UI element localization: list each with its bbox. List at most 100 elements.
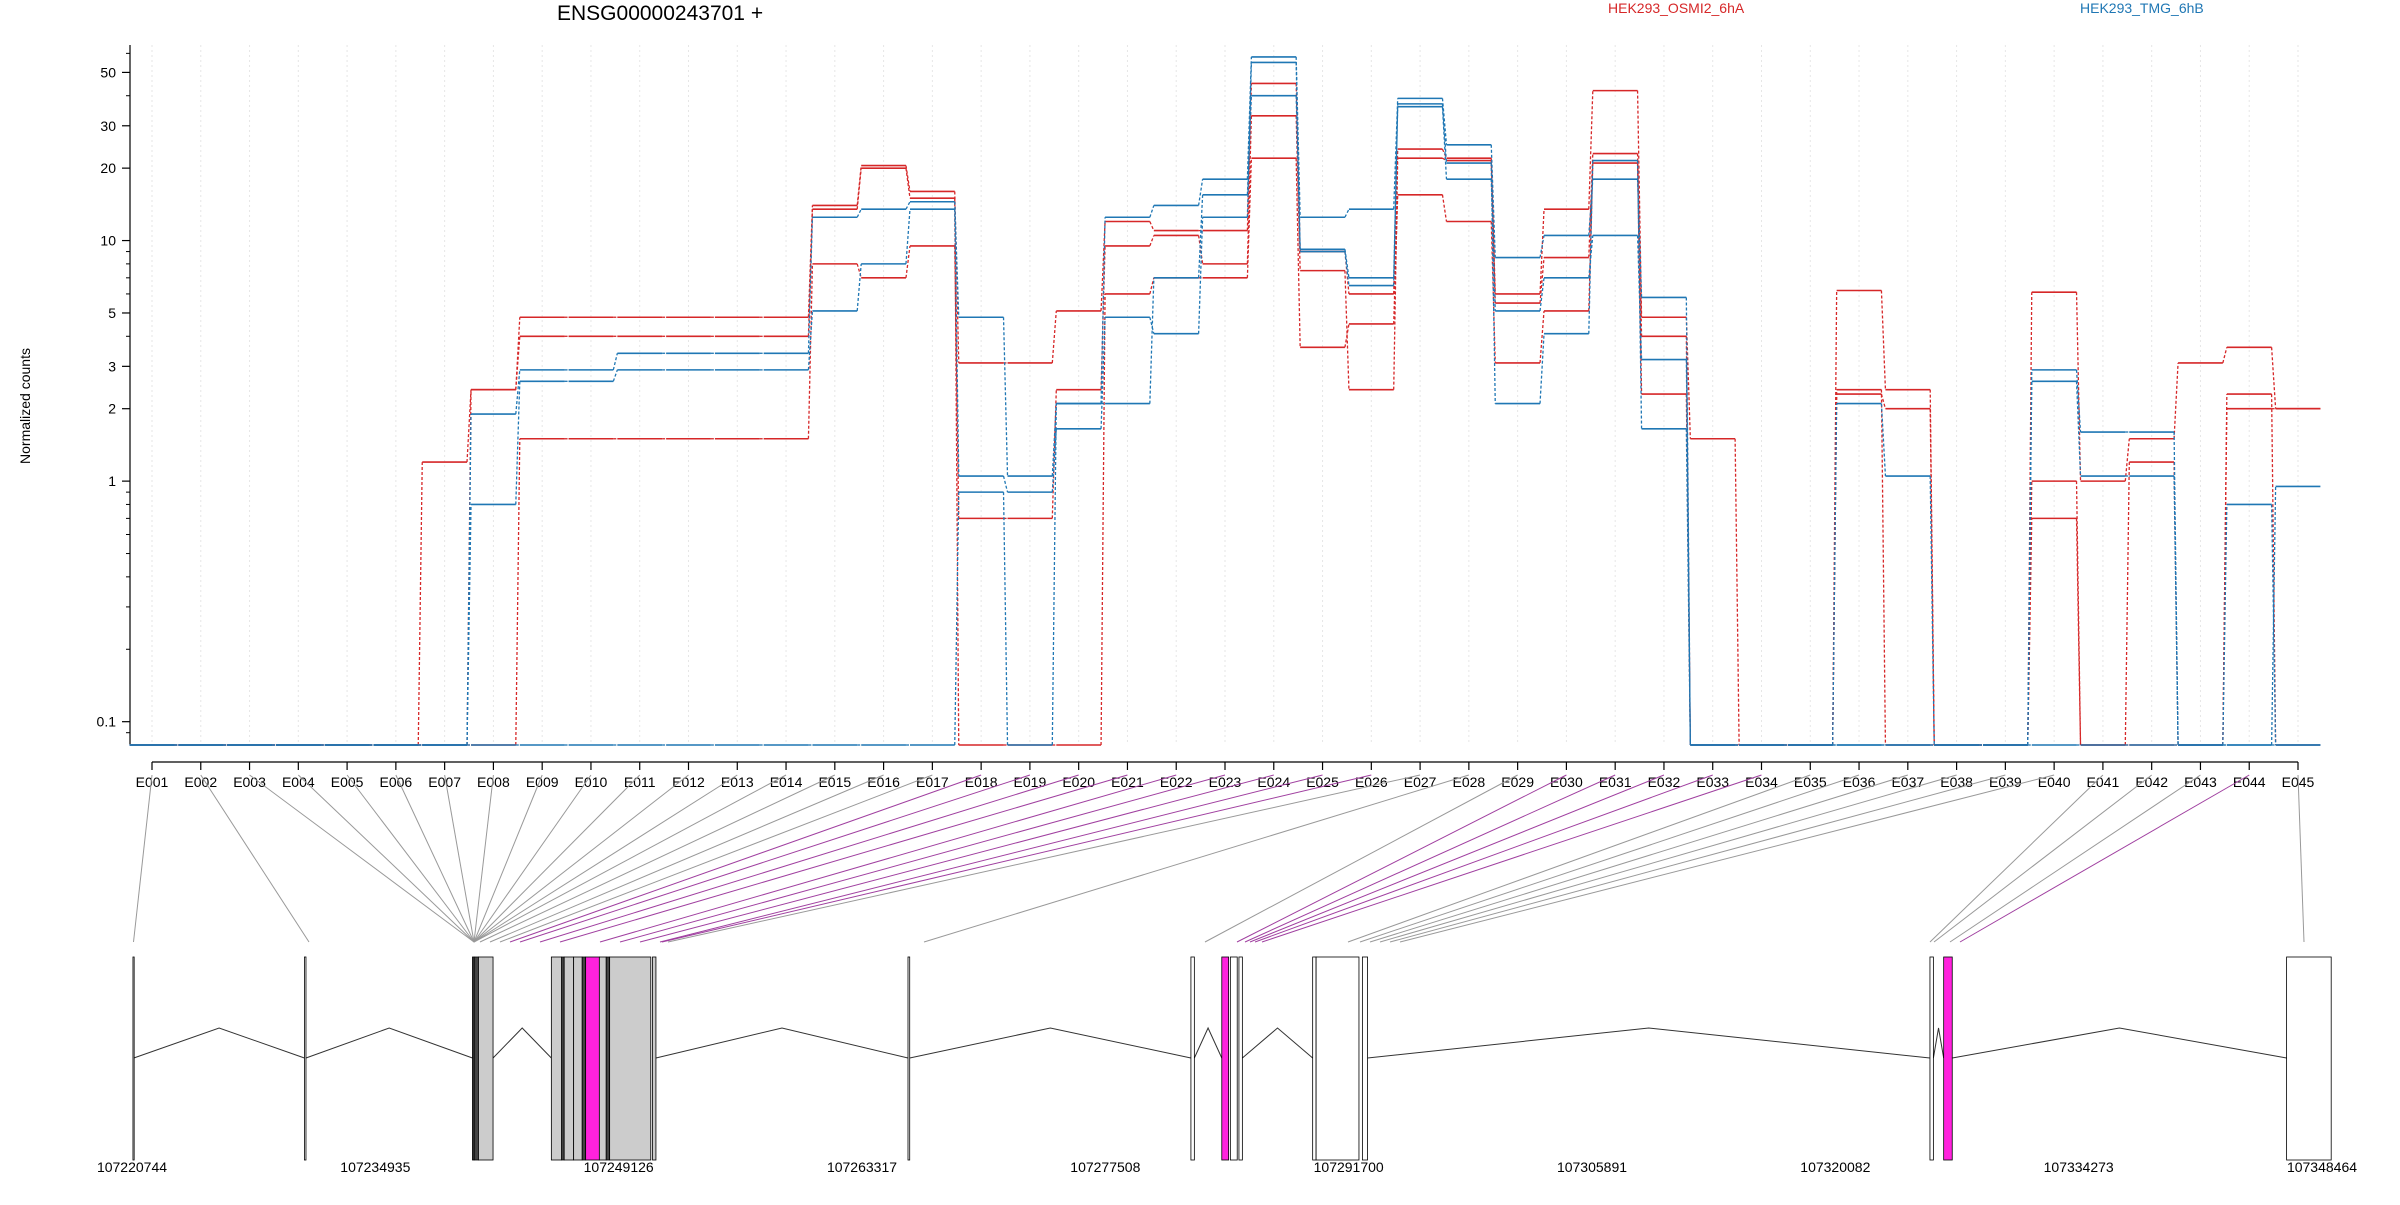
intron-line	[133, 1027, 305, 1059]
exon-connector-line	[923, 774, 1470, 943]
exon-connector-line	[1244, 774, 1616, 943]
series-connector	[1149, 277, 1155, 404]
exon-box	[573, 956, 583, 1161]
series-connector	[2270, 347, 2277, 409]
series-connector	[1246, 62, 1253, 218]
series-connector	[515, 369, 521, 415]
exon-box	[2286, 956, 2332, 1161]
x-tick-label-e004: E004	[282, 774, 315, 790]
series-connector	[1149, 317, 1155, 334]
exon-connector-line	[519, 774, 1031, 943]
x-tick-label-e041: E041	[2087, 774, 2120, 790]
exon-connector-line	[499, 774, 933, 943]
exon-connector-line	[1236, 774, 1567, 943]
exon-connector-line	[559, 774, 1128, 943]
x-tick-label-e010: E010	[575, 774, 608, 790]
genomic-coordinate-label: 107348464	[2287, 1159, 2357, 1175]
series-connector	[1490, 144, 1496, 258]
exon-connector-line	[346, 774, 475, 943]
series-connector	[1880, 403, 1887, 477]
legend-entry-tmg: HEK293_TMG_6hB	[2080, 0, 2204, 16]
exon-box	[478, 956, 494, 1161]
exon-box	[581, 956, 587, 1161]
exon-connector-line	[539, 774, 1079, 943]
series-connector	[905, 168, 911, 199]
series-connector	[1149, 235, 1155, 247]
exon-connector-line	[489, 774, 884, 943]
x-tick-label-e036: E036	[1843, 774, 1876, 790]
series-connector	[1197, 194, 1204, 278]
exon-box	[585, 956, 600, 1161]
series-connector	[2075, 381, 2082, 477]
x-tick-label-e021: E021	[1111, 774, 1144, 790]
exon-connector-line	[473, 774, 592, 943]
x-tick-label-e025: E025	[1306, 774, 1339, 790]
exon-connector-line	[619, 774, 1226, 943]
series-connector	[1636, 90, 1643, 318]
x-tick-label-e007: E007	[428, 774, 461, 790]
series-connector	[2124, 438, 2130, 482]
series-connector	[1149, 205, 1155, 218]
series-connector	[807, 205, 814, 318]
series-connector	[1441, 148, 1448, 159]
series-connector	[1441, 194, 1448, 222]
series-connector	[2222, 347, 2228, 364]
exon-connector-line	[473, 774, 787, 943]
x-tick-label-e019: E019	[1014, 774, 1047, 790]
x-tick-label-e042: E042	[2135, 774, 2168, 790]
exon-box	[1190, 956, 1195, 1161]
series-connector	[1149, 277, 1155, 295]
series-connector	[856, 263, 862, 311]
intron-line	[1242, 1027, 1313, 1059]
y-axis-label: Normalized counts	[17, 348, 33, 464]
exon-connector-line	[1959, 774, 2250, 943]
y-tick-label: 2	[108, 401, 116, 417]
exon-box	[304, 956, 307, 1161]
genomic-coordinate-label: 107220744	[97, 1159, 167, 1175]
intron-line	[1193, 1026, 1223, 1059]
series-connector	[1051, 403, 1057, 746]
x-tick-label-e037: E037	[1891, 774, 1924, 790]
series-connector	[2270, 504, 2277, 746]
series-connector	[807, 217, 814, 354]
series-connector	[612, 369, 618, 382]
series-connector	[2027, 381, 2033, 746]
x-tick-label-e013: E013	[721, 774, 754, 790]
series-connector	[1295, 158, 1301, 348]
x-tick-label-e032: E032	[1648, 774, 1681, 790]
exon-connector-line	[1369, 774, 1908, 943]
exon-connector-line	[1949, 774, 2201, 943]
y-tick-label: 10	[100, 233, 116, 249]
x-tick-label-e008: E008	[477, 774, 510, 790]
x-tick-label-e028: E028	[1453, 774, 1486, 790]
series-connector	[2075, 369, 2082, 433]
series-line-4	[129, 61, 2321, 746]
x-tick-label-e034: E034	[1745, 774, 1778, 790]
exon-connector-line	[667, 774, 1421, 943]
exon-connector-line	[1933, 774, 2152, 943]
y-tick-label: 0.1	[97, 714, 117, 730]
series-connector	[1539, 333, 1545, 404]
exon-connector-line	[509, 774, 982, 943]
x-tick-label-e011: E011	[624, 774, 656, 790]
exon-box	[1943, 956, 1953, 1161]
exon-connector-line	[297, 774, 475, 943]
series-connector	[954, 209, 960, 477]
exon-connector-line	[473, 774, 494, 943]
exon-connector-line	[2297, 774, 2305, 943]
intron-line	[1952, 1027, 2287, 1059]
series-connector	[515, 381, 521, 505]
series-connector	[1149, 221, 1155, 231]
genomic-coordinate-label: 107249126	[584, 1159, 654, 1175]
exon-box	[550, 956, 563, 1161]
genomic-coordinate-label: 107334273	[2044, 1159, 2114, 1175]
exon-connector-line	[133, 774, 153, 943]
x-tick-label-e012: E012	[672, 774, 705, 790]
series-connector	[1393, 194, 1399, 325]
series-connector	[1539, 310, 1545, 363]
x-tick-label-e022: E022	[1160, 774, 1193, 790]
exon-box	[1221, 956, 1230, 1161]
exon-box	[132, 956, 135, 1161]
series-connector	[1344, 208, 1350, 218]
